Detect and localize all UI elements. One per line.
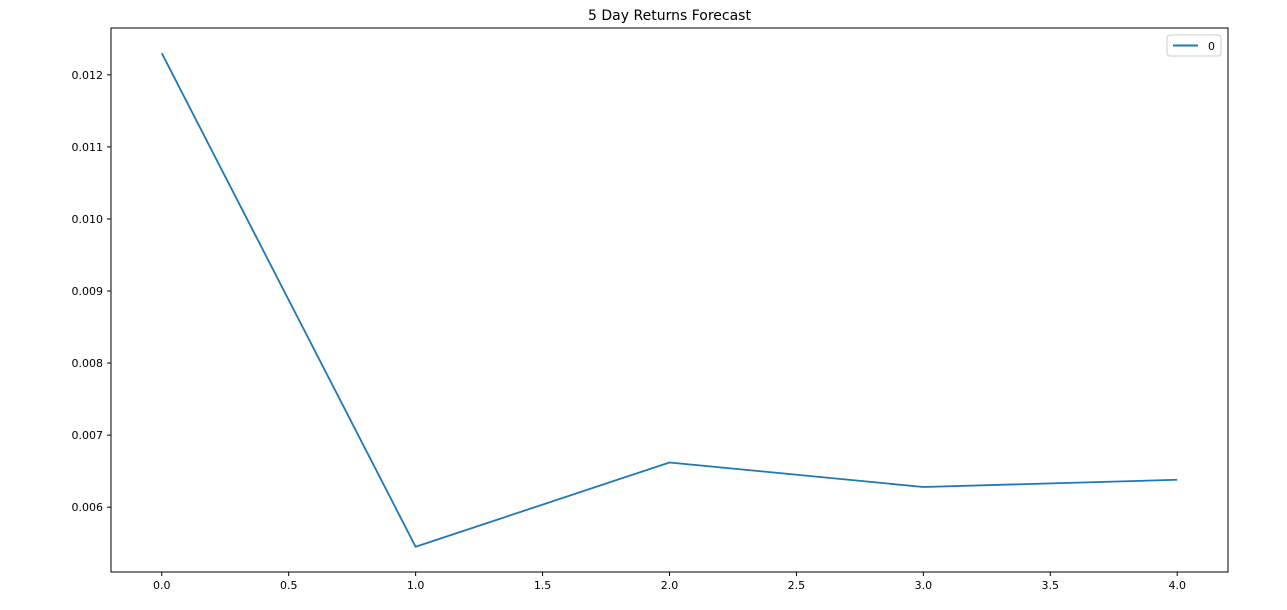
x-tick-label: 4.0 bbox=[1168, 579, 1186, 592]
y-tick-label: 0.012 bbox=[72, 69, 104, 82]
y-tick-label: 0.007 bbox=[72, 429, 104, 442]
y-axis: 0.006 0.007 0.008 0.009 0.010 0.011 0.012 bbox=[72, 69, 111, 514]
legend: 0 bbox=[1166, 34, 1222, 57]
x-tick-label: 0.0 bbox=[153, 579, 171, 592]
y-tick-label: 0.006 bbox=[72, 501, 104, 514]
legend-label: 0 bbox=[1208, 40, 1215, 53]
x-axis: 0.0 0.5 1.0 1.5 2.0 2.5 3.0 3.5 4.0 bbox=[153, 572, 1186, 592]
x-tick-label: 0.5 bbox=[280, 579, 298, 592]
plot-area bbox=[110, 27, 1229, 573]
x-tick-label: 2.0 bbox=[661, 579, 679, 592]
series-line bbox=[160, 52, 1178, 548]
x-tick-label: 1.5 bbox=[534, 579, 552, 592]
y-tick-label: 0.009 bbox=[72, 285, 104, 298]
chart-title: 5 Day Returns Forecast bbox=[588, 8, 751, 24]
y-tick-label: 0.010 bbox=[72, 213, 104, 226]
x-tick-label: 2.5 bbox=[788, 579, 806, 592]
x-tick-label: 3.0 bbox=[915, 579, 933, 592]
y-tick-label: 0.011 bbox=[72, 141, 104, 154]
x-tick-label: 3.5 bbox=[1042, 579, 1060, 592]
x-tick-label: 1.0 bbox=[407, 579, 425, 592]
series-layer bbox=[160, 52, 1178, 548]
y-tick-label: 0.008 bbox=[72, 357, 104, 370]
